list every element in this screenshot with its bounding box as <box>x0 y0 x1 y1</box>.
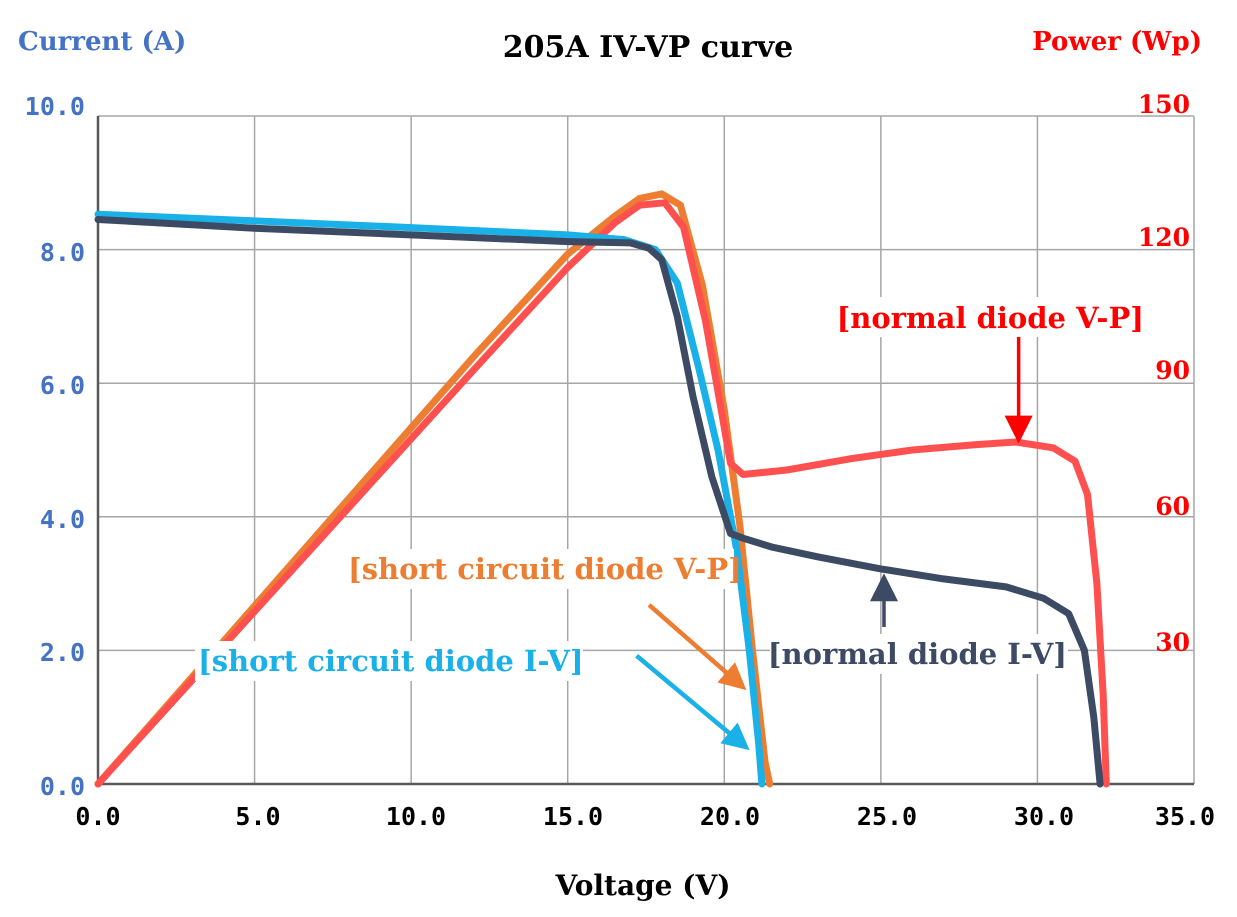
right-tick-label: 150 <box>1138 90 1190 119</box>
x-tick-label: 15.0 <box>543 802 603 831</box>
annotation-normal-iv: [normal diode I-V] <box>768 637 1067 671</box>
short-iv-label-bg <box>195 641 583 681</box>
annotation-short-iv: [short circuit diode I-V] <box>198 644 584 678</box>
x-tick-label: 30.0 <box>1014 802 1074 831</box>
series-line-normal-diode-i-v <box>94 216 1104 788</box>
x-tick-label: 35.0 <box>1155 802 1215 831</box>
x-tick-label: 10.0 <box>386 802 446 831</box>
left-axis-label: Current (A) <box>18 27 186 57</box>
series-line-short-circuit-diode-v-p <box>94 190 774 788</box>
left-tick-label: 8.0 <box>40 238 85 267</box>
series-layer <box>94 190 1110 788</box>
right-tick-label: 120 <box>1138 223 1190 252</box>
x-tick-label: 5.0 <box>235 802 280 831</box>
normal-vp-label-bg <box>838 297 1150 337</box>
grid <box>96 115 1195 786</box>
annotation-short-vp: [short circuit diode V-P] <box>348 552 742 586</box>
x-tick-label: 25.0 <box>857 802 917 831</box>
series-line-short-circuit-diode-i-v <box>94 210 766 788</box>
normal-iv-label-bg <box>770 634 1068 674</box>
annotation-arrow-short-vp <box>647 603 747 691</box>
x-axis-label: Voltage (V) <box>555 869 731 902</box>
x-tick-labels: 0.0 5.0 10.0 15.0 20.0 25.0 30.0 35.0 <box>75 802 1215 831</box>
annotation-arrow-short-iv <box>635 654 750 751</box>
short-vp-label-bg <box>346 549 734 589</box>
left-tick-label: 0.0 <box>40 772 85 801</box>
x-tick-label: 0.0 <box>75 802 120 831</box>
annotation-normal-vp: [normal diode V-P] <box>837 301 1144 335</box>
x-tick-label: 20.0 <box>700 802 760 831</box>
annotation-arrows <box>635 305 1033 751</box>
annotation-labels: [normal diode V-P] [normal diode I-V] [s… <box>195 297 1150 681</box>
left-tick-label: 10.0 <box>25 92 85 121</box>
left-tick-labels: 0.0 2.0 4.0 6.0 8.0 10.0 <box>25 92 85 801</box>
right-tick-label: 30 <box>1155 628 1190 657</box>
left-tick-label: 6.0 <box>40 371 85 400</box>
series-line-normal-diode-v-p <box>94 199 1110 788</box>
left-tick-label: 4.0 <box>40 505 85 534</box>
right-tick-label: 90 <box>1155 356 1190 385</box>
right-axis-label: Power (Wp) <box>1032 27 1202 57</box>
right-tick-label: 60 <box>1155 492 1190 521</box>
left-tick-label: 2.0 <box>40 638 85 667</box>
right-tick-labels: 30 60 90 120 150 <box>1138 90 1190 657</box>
chart-title: 205A IV-VP curve <box>503 30 793 65</box>
